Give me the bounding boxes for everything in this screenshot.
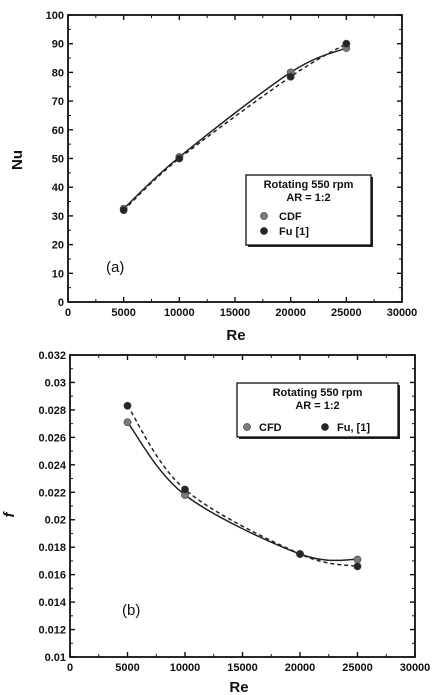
chart-b-x-axis-title: Re: [229, 679, 248, 695]
chart-a-nu-vs-re: Re Nu (a) 0 5000 10000 15000 20000 25000 30000…: [9, 10, 417, 344]
chart-b-y-axis-title: f: [1, 511, 18, 518]
chart-b-legend-marker: [243, 423, 251, 431]
chart-a-series-1-point: [119, 206, 128, 215]
chart-a-x-tick-label: 5000: [111, 307, 135, 319]
chart-b-y-tick-label: 0.02: [45, 515, 66, 527]
chart-b-x-tick-label: 0: [67, 662, 73, 674]
chart-a-legend-marker: [260, 227, 268, 235]
chart-a-y-tick-label: 60: [52, 125, 64, 137]
chart-a-legend-title-line: Rotating 550 rpm: [264, 179, 354, 191]
chart-b-series-0-point: [123, 418, 132, 427]
chart-a-x-tick-label: 25000: [331, 307, 362, 319]
chart-b-x-tick-label: 15000: [227, 662, 258, 674]
chart-a-y-tick-label: 10: [52, 268, 64, 280]
chart-a-y-tick-label: 70: [52, 96, 64, 108]
chart-b-legend-box: [236, 382, 399, 438]
chart-b-legend-title-line: AR = 1:2: [295, 400, 339, 412]
chart-b-x-tick-label: 20000: [285, 662, 316, 674]
chart-b-y-tick-label: 0.016: [38, 570, 66, 582]
chart-b-legend-label: Fu, [1]: [337, 422, 370, 434]
chart-b-series-0-line: [126, 421, 358, 562]
chart-a-y-tick-label: 0: [58, 297, 64, 309]
chart-a-y-tick-label: 90: [52, 39, 64, 51]
chart-b-y-tick-label: 0.024: [38, 460, 66, 472]
chart-b-y-tick-label: 0.03: [45, 377, 66, 389]
chart-a-y-tick-label: 50: [52, 154, 64, 166]
chart-a-legend-title-line: AR = 1:2: [286, 192, 330, 204]
chart-a-y-tick-label: 80: [52, 67, 64, 79]
chart-b-series-0-point: [353, 555, 362, 564]
chart-b-series-1-point: [181, 485, 189, 494]
chart-b-y-tick-label: 0.01: [45, 652, 66, 664]
chart-b-x-tick-label: 30000: [400, 662, 431, 674]
chart-b-x-tick-label: 10000: [170, 662, 201, 674]
chart-a-legend-label: Fu [1]: [279, 226, 309, 238]
chart-b-series-1-line: [126, 405, 358, 568]
chart-b-x-tick-label: 5000: [115, 662, 139, 674]
chart-b-y-tick-label: 0.018: [38, 542, 66, 554]
chart-b-panel-label: (b): [122, 602, 140, 619]
chart-b-x-tick-label: 25000: [342, 662, 373, 674]
chart-a-x-tick-label: 30000: [387, 307, 418, 319]
chart-a-x-tick-label: 20000: [275, 307, 306, 319]
chart-b-y-tick-label: 0.028: [38, 405, 66, 417]
chart-a-series-0-line: [123, 47, 347, 210]
chart-a-series-1-point: [342, 39, 351, 48]
chart-b-legend-label: CFD: [259, 422, 282, 434]
chart-b-series-1-point: [296, 550, 304, 558]
chart-a-y-tick-label: 100: [46, 10, 64, 22]
chart-b-y-tick-label: 0.026: [38, 432, 66, 444]
chart-b-y-tick-label: 0.014: [38, 597, 66, 609]
chart-a-x-tick-label: 0: [65, 307, 71, 319]
chart-a-series-1-point: [175, 154, 184, 163]
chart-b-series-1-point: [123, 401, 132, 410]
chart-a-y-tick-label: 20: [52, 240, 64, 252]
chart-b-y-tick-label: 0.012: [38, 625, 66, 637]
chart-b-f-vs-re: Re f (b) 0 5000 10000 15000 20000 25000 30000 0…: [1, 350, 430, 695]
chart-b-y-tick-label: 0.032: [38, 350, 66, 362]
chart-b-y-tick-label: 0.022: [38, 487, 66, 499]
chart-a-x-tick-label: 10000: [164, 307, 195, 319]
chart-a-y-tick-label: 40: [52, 182, 64, 194]
chart-a-y-tick-label: 30: [52, 211, 64, 223]
chart-b-legend-marker: [321, 423, 329, 431]
chart-a-legend-label: CDF: [279, 211, 302, 223]
chart-b-legend-title-line: Rotating 550 rpm: [273, 387, 363, 399]
chart-a-panel-label: (a): [106, 259, 124, 276]
chart-a-x-tick-label: 15000: [220, 307, 251, 319]
chart-a-x-axis-title: Re: [226, 327, 245, 344]
chart-a-series-1-point: [286, 72, 295, 81]
chart-a-legend-marker: [260, 212, 268, 220]
chart-b-series-1-point: [353, 562, 362, 571]
chart-a-y-axis-title: Nu: [9, 150, 26, 170]
